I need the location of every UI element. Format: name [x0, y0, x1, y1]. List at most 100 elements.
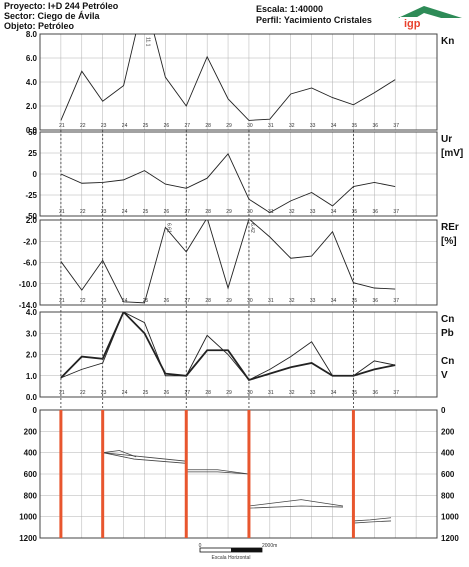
header-objeto: Objeto: Petróleo	[4, 21, 75, 31]
point-label: 31	[268, 390, 274, 396]
panel-label: Kn	[441, 36, 454, 47]
series-line-2	[60, 312, 396, 381]
point-label: 28	[205, 390, 211, 396]
point-label: 25	[143, 390, 149, 396]
point-label: 24	[122, 123, 128, 129]
y-tick-label: 0	[33, 406, 38, 415]
y-tick-label: -25	[25, 191, 37, 200]
series-line-1	[60, 220, 396, 304]
point-label: 34	[331, 209, 337, 215]
panel-4: 4.0 3.0 2.0 1.0 0.0 Cn Pb Cn V 21 22 23 24 25 26 27 28 29…	[26, 308, 454, 402]
panel-3: 2.0 -2.0 -6.0 -10.0 -14.0 REr [%] 21 22 23 24 25 26 2…	[19, 216, 459, 310]
point-label: 23	[101, 298, 107, 304]
y-tick-label: 2.0	[26, 351, 38, 360]
point-label: 36	[373, 209, 379, 215]
y-tick-label: -10.0	[19, 280, 38, 289]
point-label: 24	[122, 209, 128, 215]
y-tick-label: 25	[28, 149, 37, 158]
y-tick-label-right: 0	[441, 406, 446, 415]
point-label: 29	[226, 209, 232, 215]
point-label: 37	[393, 209, 399, 215]
section-frame	[39, 409, 438, 539]
scale-bar-right-label: 2000m	[262, 543, 277, 549]
y-tick-label: 8.0	[26, 30, 38, 39]
point-label: 21	[59, 123, 65, 129]
panel-frame	[39, 311, 438, 398]
point-label: 24	[122, 390, 128, 396]
value-annotation: 6.42	[249, 223, 255, 233]
point-label: 23	[101, 123, 107, 129]
point-label: 27	[184, 390, 190, 396]
y-tick-label: -6.0	[23, 259, 37, 268]
point-label: 24	[122, 298, 128, 304]
point-label: 32	[289, 123, 295, 129]
scale-bar-left-label: 0	[199, 543, 202, 549]
section-horizon	[353, 517, 392, 522]
point-label: 21	[59, 390, 65, 396]
header-perfil: Perfil: Yacimiento Cristales	[256, 15, 372, 25]
section-horizon	[248, 505, 343, 509]
y-tick-label: -50	[25, 212, 37, 221]
panel-label: REr	[441, 222, 459, 233]
y-tick-label: 50	[28, 128, 37, 137]
point-label: 29	[226, 123, 232, 129]
scale-bar: 0 2000m Escala Horizontal	[199, 543, 278, 561]
section-horizon	[186, 471, 249, 475]
section-panel: 0 0 200 200 400 400 600 600 800 800 1000 1000 1200 12…	[19, 406, 459, 543]
point-label: 27	[184, 209, 190, 215]
point-label: 25	[143, 209, 149, 215]
point-label: 34	[331, 123, 337, 129]
y-tick-label-right: 600	[441, 470, 455, 479]
section-horizon	[102, 450, 137, 458]
y-tick-label: 0	[33, 170, 38, 179]
point-label: 29	[226, 298, 232, 304]
point-label: 33	[310, 123, 316, 129]
point-label: 33	[310, 209, 316, 215]
panel-2: 50 25 0 -25 -50 Ur [mV] 21 22 23 24 25 26 27 28 29 30 31 3…	[25, 128, 463, 221]
y-tick-label-right: 200	[441, 427, 455, 436]
point-label: 26	[164, 298, 170, 304]
panel-frame	[39, 219, 438, 306]
point-label: 33	[310, 390, 316, 396]
point-label: 34	[331, 298, 337, 304]
y-tick-label-right: 1000	[441, 513, 459, 522]
point-label: 26	[164, 390, 170, 396]
header-escala: Escala: 1:40000	[256, 4, 324, 14]
y-tick-label: 3.0	[26, 329, 38, 338]
point-label: 28	[205, 298, 211, 304]
point-label: 36	[373, 298, 379, 304]
panel-label: Pb	[441, 328, 454, 339]
point-label: 23	[101, 209, 107, 215]
y-tick-label: 1200	[19, 534, 37, 543]
y-tick-label: 800	[24, 491, 38, 500]
y-tick-label: 2.0	[26, 102, 38, 111]
point-label: 37	[393, 123, 399, 129]
y-tick-label: 0.0	[26, 393, 38, 402]
panel-label: Cn	[441, 356, 454, 367]
point-label: 27	[184, 123, 190, 129]
scale-bar-caption: Escala Horizontal	[212, 555, 251, 561]
y-tick-label: 6.0	[26, 54, 38, 63]
y-tick-label: 400	[24, 449, 38, 458]
y-tick-label: 600	[24, 470, 38, 479]
point-label: 22	[80, 298, 86, 304]
y-tick-label: 0.0	[26, 126, 38, 135]
panel-label: Cn	[441, 314, 454, 325]
scale-bar-fill	[231, 548, 262, 552]
point-label: 35	[352, 209, 358, 215]
y-tick-label-right: 400	[441, 449, 455, 458]
point-label: 27	[184, 298, 190, 304]
value-annotation: 6.61	[165, 223, 171, 233]
point-label: 25	[143, 123, 149, 129]
point-label: 29	[226, 390, 232, 396]
panel-frame	[39, 131, 438, 217]
point-label: 35	[352, 123, 358, 129]
point-label: 30	[247, 390, 253, 396]
point-label: 37	[393, 298, 399, 304]
point-label: 35	[352, 390, 358, 396]
point-label: 34	[331, 390, 337, 396]
y-tick-label-right: 800	[441, 491, 455, 500]
header-sector: Sector: Ciego de Ávila	[4, 11, 100, 21]
section-horizon	[102, 452, 187, 464]
